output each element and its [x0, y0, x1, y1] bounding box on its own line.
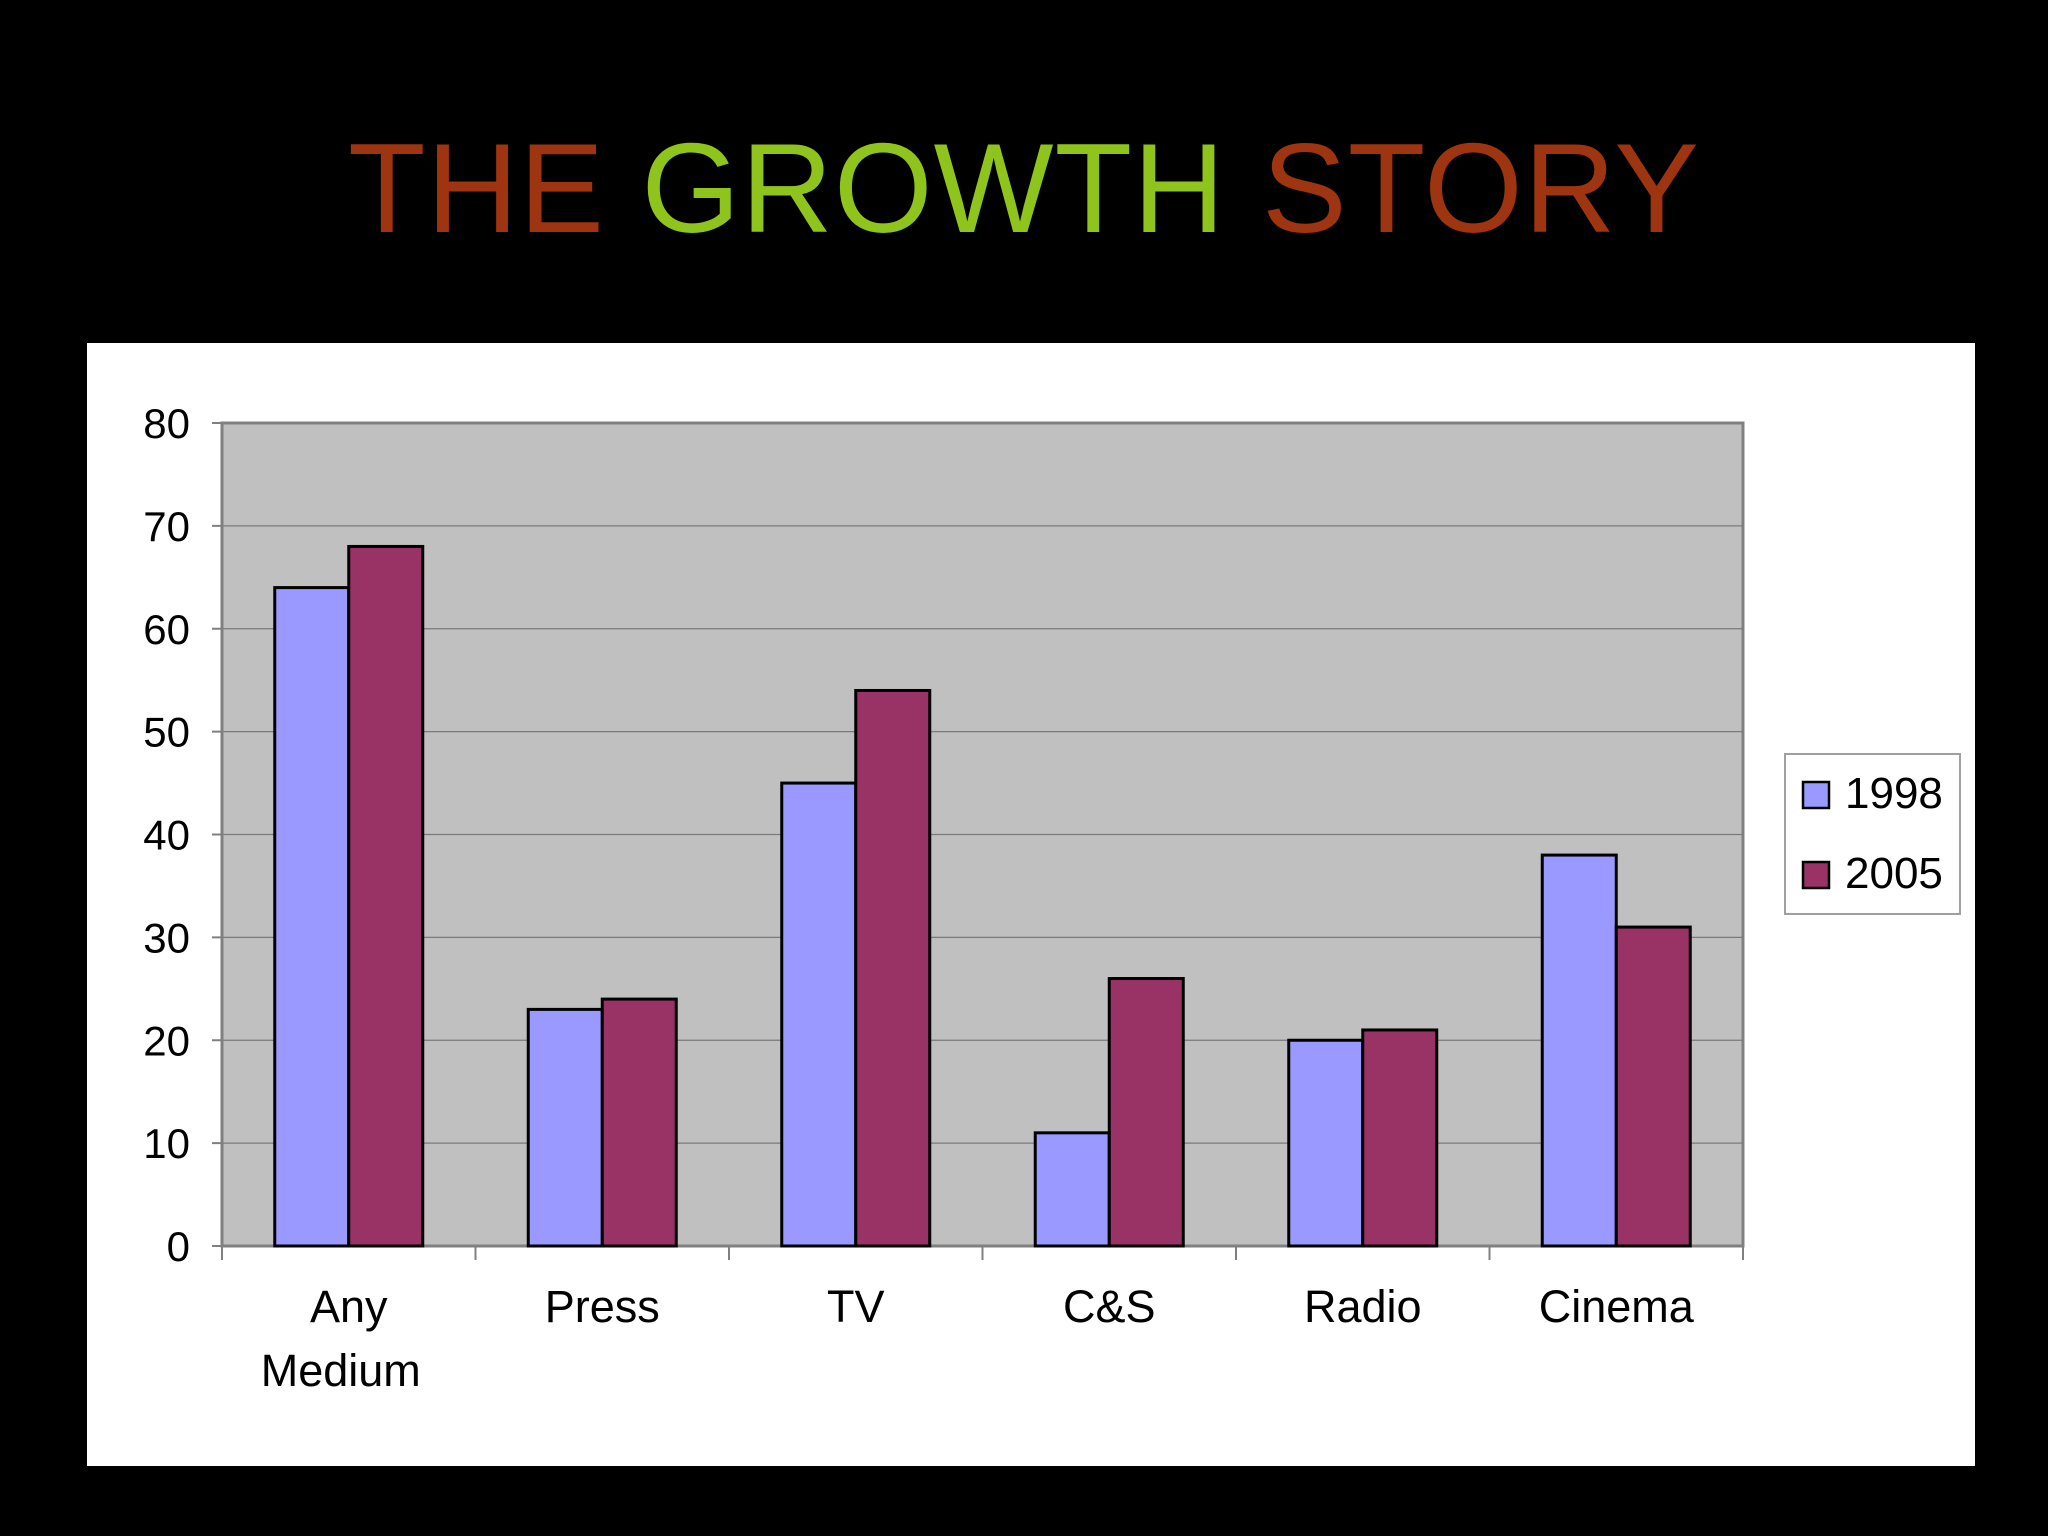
y-tick-label: 80 [143, 400, 190, 447]
title-part-story: STORY [1225, 117, 1700, 259]
x-tick-label: Radio [1304, 1281, 1422, 1332]
bar-1998 [1540, 853, 1618, 1248]
bar-2005 [1614, 925, 1692, 1248]
y-tick-label: 0 [167, 1223, 190, 1270]
y-tick-label: 20 [143, 1017, 190, 1064]
bar-1998 [526, 1007, 604, 1248]
title-part-the: THE [348, 117, 642, 259]
slide-title: THE GROWTH STORY [0, 118, 2048, 258]
y-tick-label: 30 [143, 914, 190, 961]
y-tick-label: 40 [143, 812, 190, 859]
legend-swatch-2005 [1801, 860, 1831, 890]
y-tick-label: 50 [143, 709, 190, 756]
bar-1998 [1287, 1038, 1365, 1248]
legend-label-1998: 1998 [1845, 769, 1943, 818]
x-tick-label: Cinema [1539, 1281, 1695, 1332]
bar-chart: 0 10 20 30 40 50 60 70 80 Any Medium Press TV C&S Radi… [143, 400, 1961, 1396]
x-tick-label: C&S [1063, 1281, 1156, 1332]
bar-2005 [347, 544, 425, 1248]
y-tick-label: 10 [143, 1120, 190, 1167]
bar-2005 [600, 997, 678, 1248]
y-tick-label: 70 [143, 503, 190, 550]
bar-2005 [1107, 977, 1185, 1248]
y-tick-label: 60 [143, 606, 190, 653]
bar-1998 [273, 586, 351, 1248]
legend-swatch-1998 [1801, 780, 1831, 810]
x-tick-label: Any Medium [261, 1281, 421, 1396]
x-tick-label: Press [545, 1281, 660, 1332]
bar-1998 [1033, 1131, 1111, 1248]
x-tick-label: TV [827, 1281, 885, 1332]
legend-label-2005: 2005 [1845, 849, 1943, 898]
chart-panel: 0 10 20 30 40 50 60 70 80 Any Medium Press TV C&S Radi… [87, 343, 1975, 1466]
title-part-growth: GROWTH [641, 117, 1226, 259]
bar-2005 [854, 688, 932, 1248]
bar-2005 [1361, 1028, 1439, 1248]
bar-1998 [780, 781, 858, 1248]
